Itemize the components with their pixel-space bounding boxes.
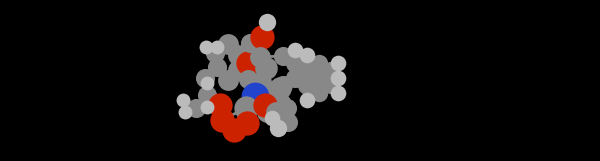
Point <box>283 121 293 123</box>
Point <box>302 54 312 56</box>
Point <box>282 107 292 109</box>
Point <box>180 111 190 113</box>
Point <box>256 81 266 83</box>
Point <box>229 129 239 131</box>
Point <box>243 62 253 64</box>
Point <box>333 62 343 64</box>
Point <box>275 87 285 89</box>
Point <box>302 69 312 71</box>
Point <box>326 84 336 86</box>
Point <box>217 119 227 121</box>
Point <box>191 107 201 109</box>
Point <box>278 84 288 86</box>
Point <box>302 99 312 101</box>
Point <box>302 84 312 86</box>
Point <box>223 79 233 81</box>
Point <box>261 67 271 69</box>
Point <box>202 82 212 84</box>
Point <box>245 42 255 44</box>
Point <box>290 49 300 51</box>
Point <box>250 95 260 97</box>
Point <box>257 36 267 38</box>
Point <box>314 62 324 64</box>
Point <box>314 92 324 94</box>
Point <box>178 99 188 101</box>
Point <box>271 111 281 113</box>
Point <box>278 55 288 57</box>
Point <box>212 46 222 48</box>
Point <box>255 56 265 58</box>
Point <box>273 127 283 129</box>
Point <box>326 69 336 71</box>
Point <box>202 94 212 96</box>
Point <box>290 77 300 79</box>
Point <box>233 54 243 56</box>
Point <box>223 43 233 45</box>
Point <box>210 52 220 54</box>
Point <box>202 106 212 108</box>
Point <box>314 77 324 79</box>
Point <box>262 21 272 23</box>
Point <box>262 94 272 96</box>
Point <box>333 92 343 94</box>
Point <box>233 69 243 71</box>
Point <box>215 104 225 106</box>
Point <box>241 107 251 109</box>
Point <box>200 77 210 79</box>
Point <box>243 78 253 80</box>
Point <box>260 104 270 106</box>
Point <box>290 62 300 64</box>
Point <box>262 111 272 113</box>
Point <box>267 117 277 119</box>
Point <box>242 122 252 124</box>
Point <box>212 66 222 68</box>
Point <box>333 77 343 79</box>
Point <box>275 103 285 105</box>
Point <box>201 46 211 48</box>
